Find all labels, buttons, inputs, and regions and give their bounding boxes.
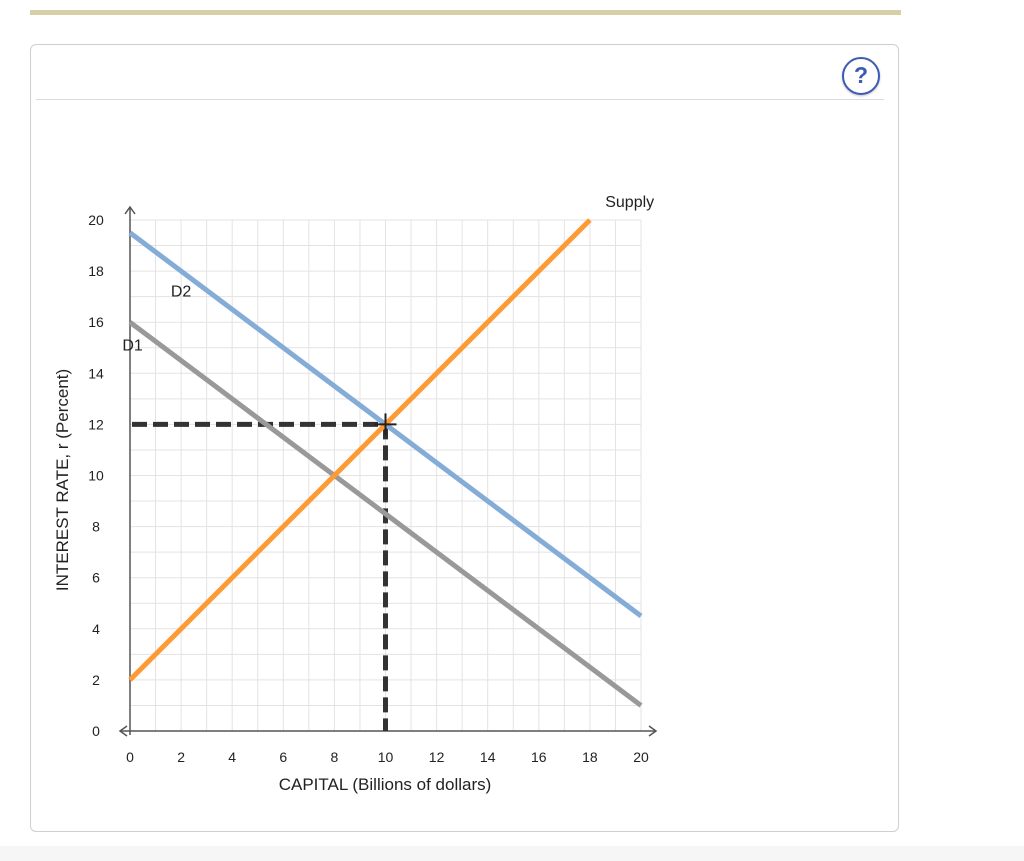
supply-label: Supply [605,194,654,211]
x-tick-label: 10 [378,749,394,765]
y-tick-label: 18 [88,263,104,279]
x-tick-label: 12 [429,749,445,765]
x-tick-label: 0 [126,749,134,765]
chart-grid [130,219,642,731]
y-tick-label: 16 [88,314,104,330]
x-axis-label: CAPITAL (Billions of dollars) [279,775,492,794]
question-panel [30,44,899,832]
y-axis-label: INTEREST RATE, r (Percent) [53,369,72,591]
y-tick-label: 0 [92,723,100,739]
d1-curve [128,320,643,708]
y-tick-label: 12 [88,416,104,432]
top-accent-rule [30,10,901,15]
y-tick-label: 10 [88,468,104,484]
equilibrium-guides [132,421,388,731]
panel-divider [36,99,884,100]
y-tick-label: 6 [92,570,100,586]
y-tick-label: 14 [88,365,104,381]
x-axis-arrow-right [648,725,658,737]
x-tick-label: 14 [480,749,496,765]
x-tick-label: 2 [177,749,185,765]
y-tick-label: 2 [92,672,100,688]
d1-label: D1 [122,337,143,354]
curve-labels: D1 D2 Supply [122,194,654,354]
supply-curve [128,218,592,682]
y-tick-label: 4 [92,621,100,637]
x-tick-label: 6 [279,749,287,765]
help-button[interactable]: ? [842,57,880,95]
x-tick-label: 20 [633,749,649,765]
y-tick-labels: 0 2 4 6 8 10 12 14 16 18 20 [88,212,104,739]
y-tick-label: 20 [88,212,104,228]
x-tick-label: 8 [331,749,339,765]
bottom-band [0,846,1024,861]
y-axis-arrow [124,205,136,215]
equilibrium-marker [374,413,397,436]
d2-label: D2 [171,284,192,301]
x-axis-arrow-left [118,725,128,737]
y-tick-label: 8 [92,519,100,535]
x-tick-label: 4 [228,749,236,765]
x-tick-label: 18 [582,749,598,765]
x-tick-labels: 0 2 4 6 8 10 12 14 16 18 20 [126,749,649,765]
x-tick-label: 16 [531,749,547,765]
